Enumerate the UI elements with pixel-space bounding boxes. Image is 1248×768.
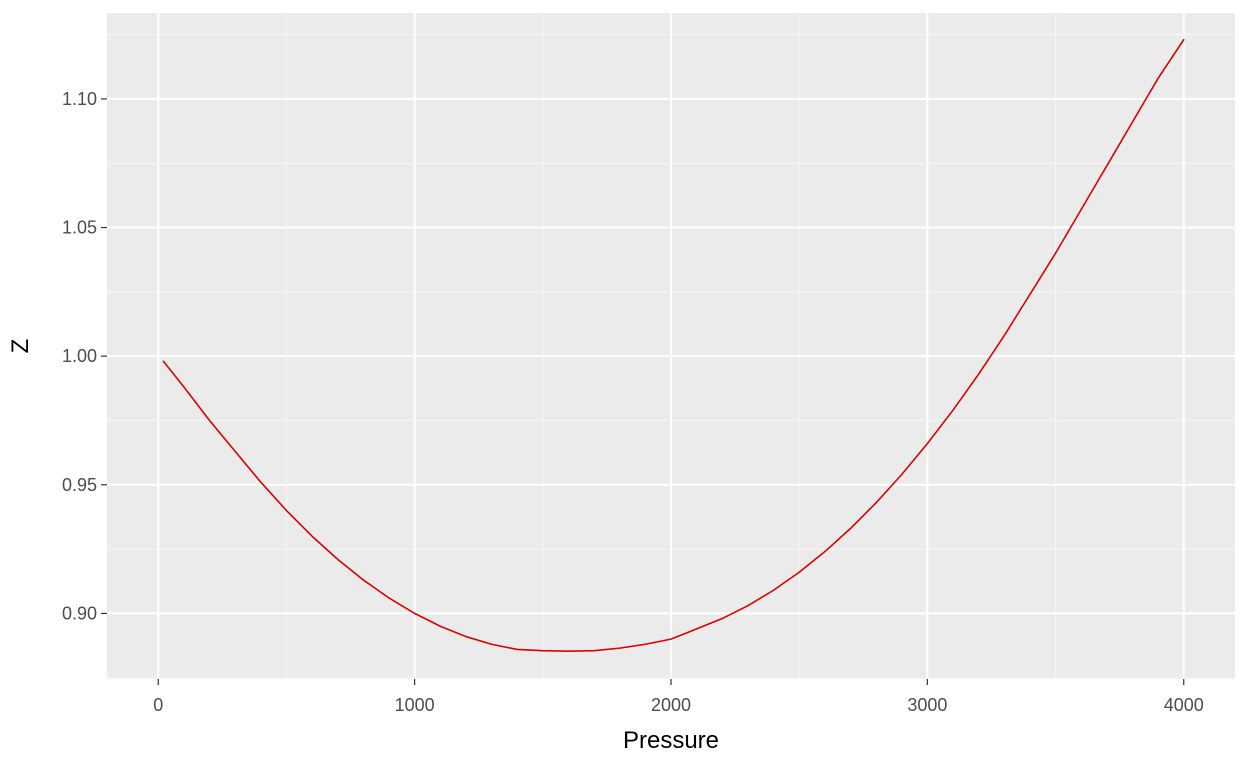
z-series-line [162, 38, 1185, 653]
y-axis-tick-labels: 0.90 0.95 1.00 1.05 1.10 [62, 89, 97, 623]
x-axis-tick-labels: 0 1000 2000 3000 4000 [153, 695, 1203, 715]
y-tick-label: 0.95 [62, 475, 97, 495]
x-tick-label: 3000 [907, 695, 947, 715]
y-axis-title: Z [7, 339, 34, 354]
x-tick-label: 1000 [395, 695, 435, 715]
axis-ticks [101, 98, 1185, 685]
y-tick-label: 0.90 [62, 603, 97, 623]
y-tick-label: 1.10 [62, 89, 97, 109]
y-tick-label: 1.00 [62, 346, 97, 366]
series-layer [162, 38, 1185, 653]
x-tick-label: 4000 [1164, 695, 1204, 715]
x-tick-label: 0 [153, 695, 163, 715]
x-tick-label: 2000 [651, 695, 691, 715]
y-tick-label: 1.05 [62, 218, 97, 238]
x-axis-title: Pressure [623, 727, 719, 754]
major-gridlines [107, 13, 1235, 679]
